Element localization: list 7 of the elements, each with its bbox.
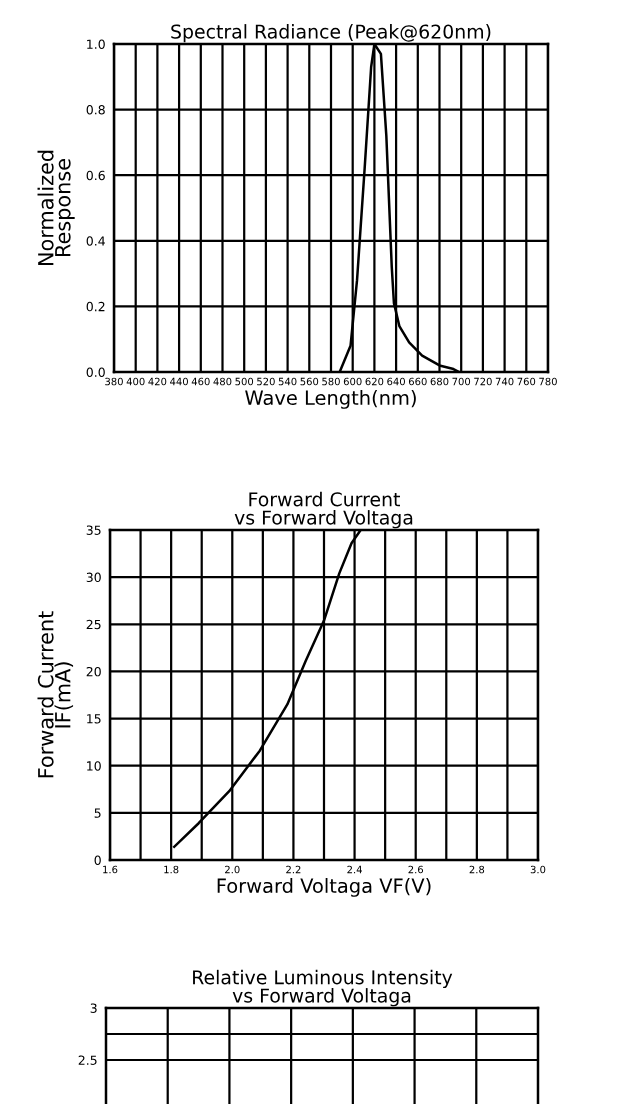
x-axis-title: Wave Length(nm) [245,390,416,409]
chart-title: Relative Luminous Intensity vs Forward Voltaga [193,969,453,1007]
y-axis-title: Normalized Response [37,150,75,266]
x-axis-title: Forward Voltaga VF(V) [217,878,431,897]
y-axis-title: Forward Current IF(mA) [37,611,74,778]
chart-title: Spectral Radiance (Peak@620nm) [171,24,491,43]
chart-title: Forward Current vs Forward Voltaga [234,491,413,529]
